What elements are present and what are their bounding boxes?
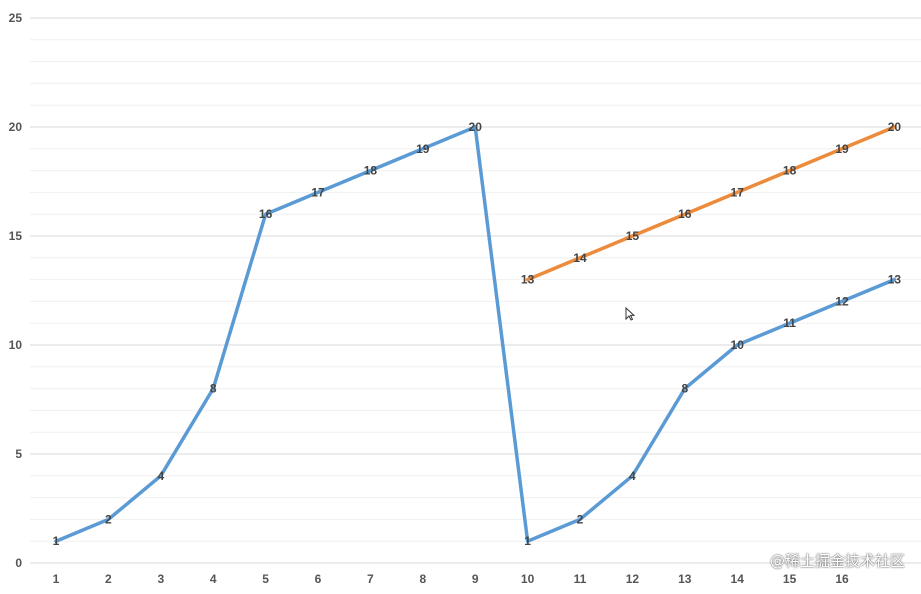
- x-tick-label: 8: [419, 572, 426, 586]
- x-tick-label: 16: [835, 572, 849, 586]
- data-label: 17: [731, 185, 745, 199]
- x-tick-label: 4: [210, 572, 217, 586]
- data-label: 2: [105, 512, 112, 526]
- y-tick-label: 5: [15, 447, 22, 461]
- data-label: 16: [678, 207, 692, 221]
- x-tick-label: 7: [367, 572, 374, 586]
- data-label: 1: [53, 534, 60, 548]
- x-tick-label: 13: [678, 572, 692, 586]
- data-label: 19: [416, 142, 430, 156]
- data-label: 13: [888, 273, 902, 287]
- data-label: 18: [364, 164, 378, 178]
- data-label: 4: [629, 469, 636, 483]
- x-tick-label: 10: [521, 572, 535, 586]
- mouse-pointer-icon: [625, 307, 635, 321]
- series-lines: [56, 127, 894, 541]
- data-label: 16: [259, 207, 273, 221]
- x-tick-label: 6: [315, 572, 322, 586]
- data-label: 18: [783, 164, 797, 178]
- data-label: 8: [210, 382, 217, 396]
- data-label: 10: [731, 338, 745, 352]
- data-label: 20: [469, 120, 483, 134]
- x-tick-label: 9: [472, 572, 479, 586]
- x-tick-label: 1: [53, 572, 60, 586]
- data-label: 14: [573, 251, 587, 265]
- watermark-text: @稀土掘金技术社区: [770, 550, 905, 571]
- data-label: 1: [524, 534, 531, 548]
- data-label: 12: [835, 294, 849, 308]
- x-tick-label: 11: [574, 572, 587, 586]
- x-tick-label: 12: [626, 572, 640, 586]
- y-axis-ticks: 0 5 10 15 20 25: [9, 11, 23, 570]
- series-line-1: [56, 127, 894, 541]
- y-tick-label: 20: [9, 120, 23, 134]
- y-tick-label: 10: [9, 338, 23, 352]
- data-label: 4: [157, 469, 164, 483]
- data-label: 15: [626, 229, 640, 243]
- data-label: 11: [783, 316, 796, 330]
- x-tick-label: 14: [731, 572, 745, 586]
- data-labels: 1248161718192012481011121313141516171819…: [53, 120, 902, 548]
- y-tick-label: 0: [15, 556, 22, 570]
- y-tick-label: 15: [9, 229, 23, 243]
- y-tick-label: 25: [9, 11, 23, 25]
- data-label: 20: [888, 120, 902, 134]
- x-tick-label: 2: [105, 572, 112, 586]
- data-label: 2: [577, 512, 584, 526]
- data-label: 19: [835, 142, 849, 156]
- x-tick-label: 5: [262, 572, 269, 586]
- x-tick-label: 15: [783, 572, 797, 586]
- data-label: 17: [311, 185, 325, 199]
- data-label: 8: [681, 382, 688, 396]
- x-tick-label: 3: [157, 572, 164, 586]
- data-label: 13: [521, 273, 535, 287]
